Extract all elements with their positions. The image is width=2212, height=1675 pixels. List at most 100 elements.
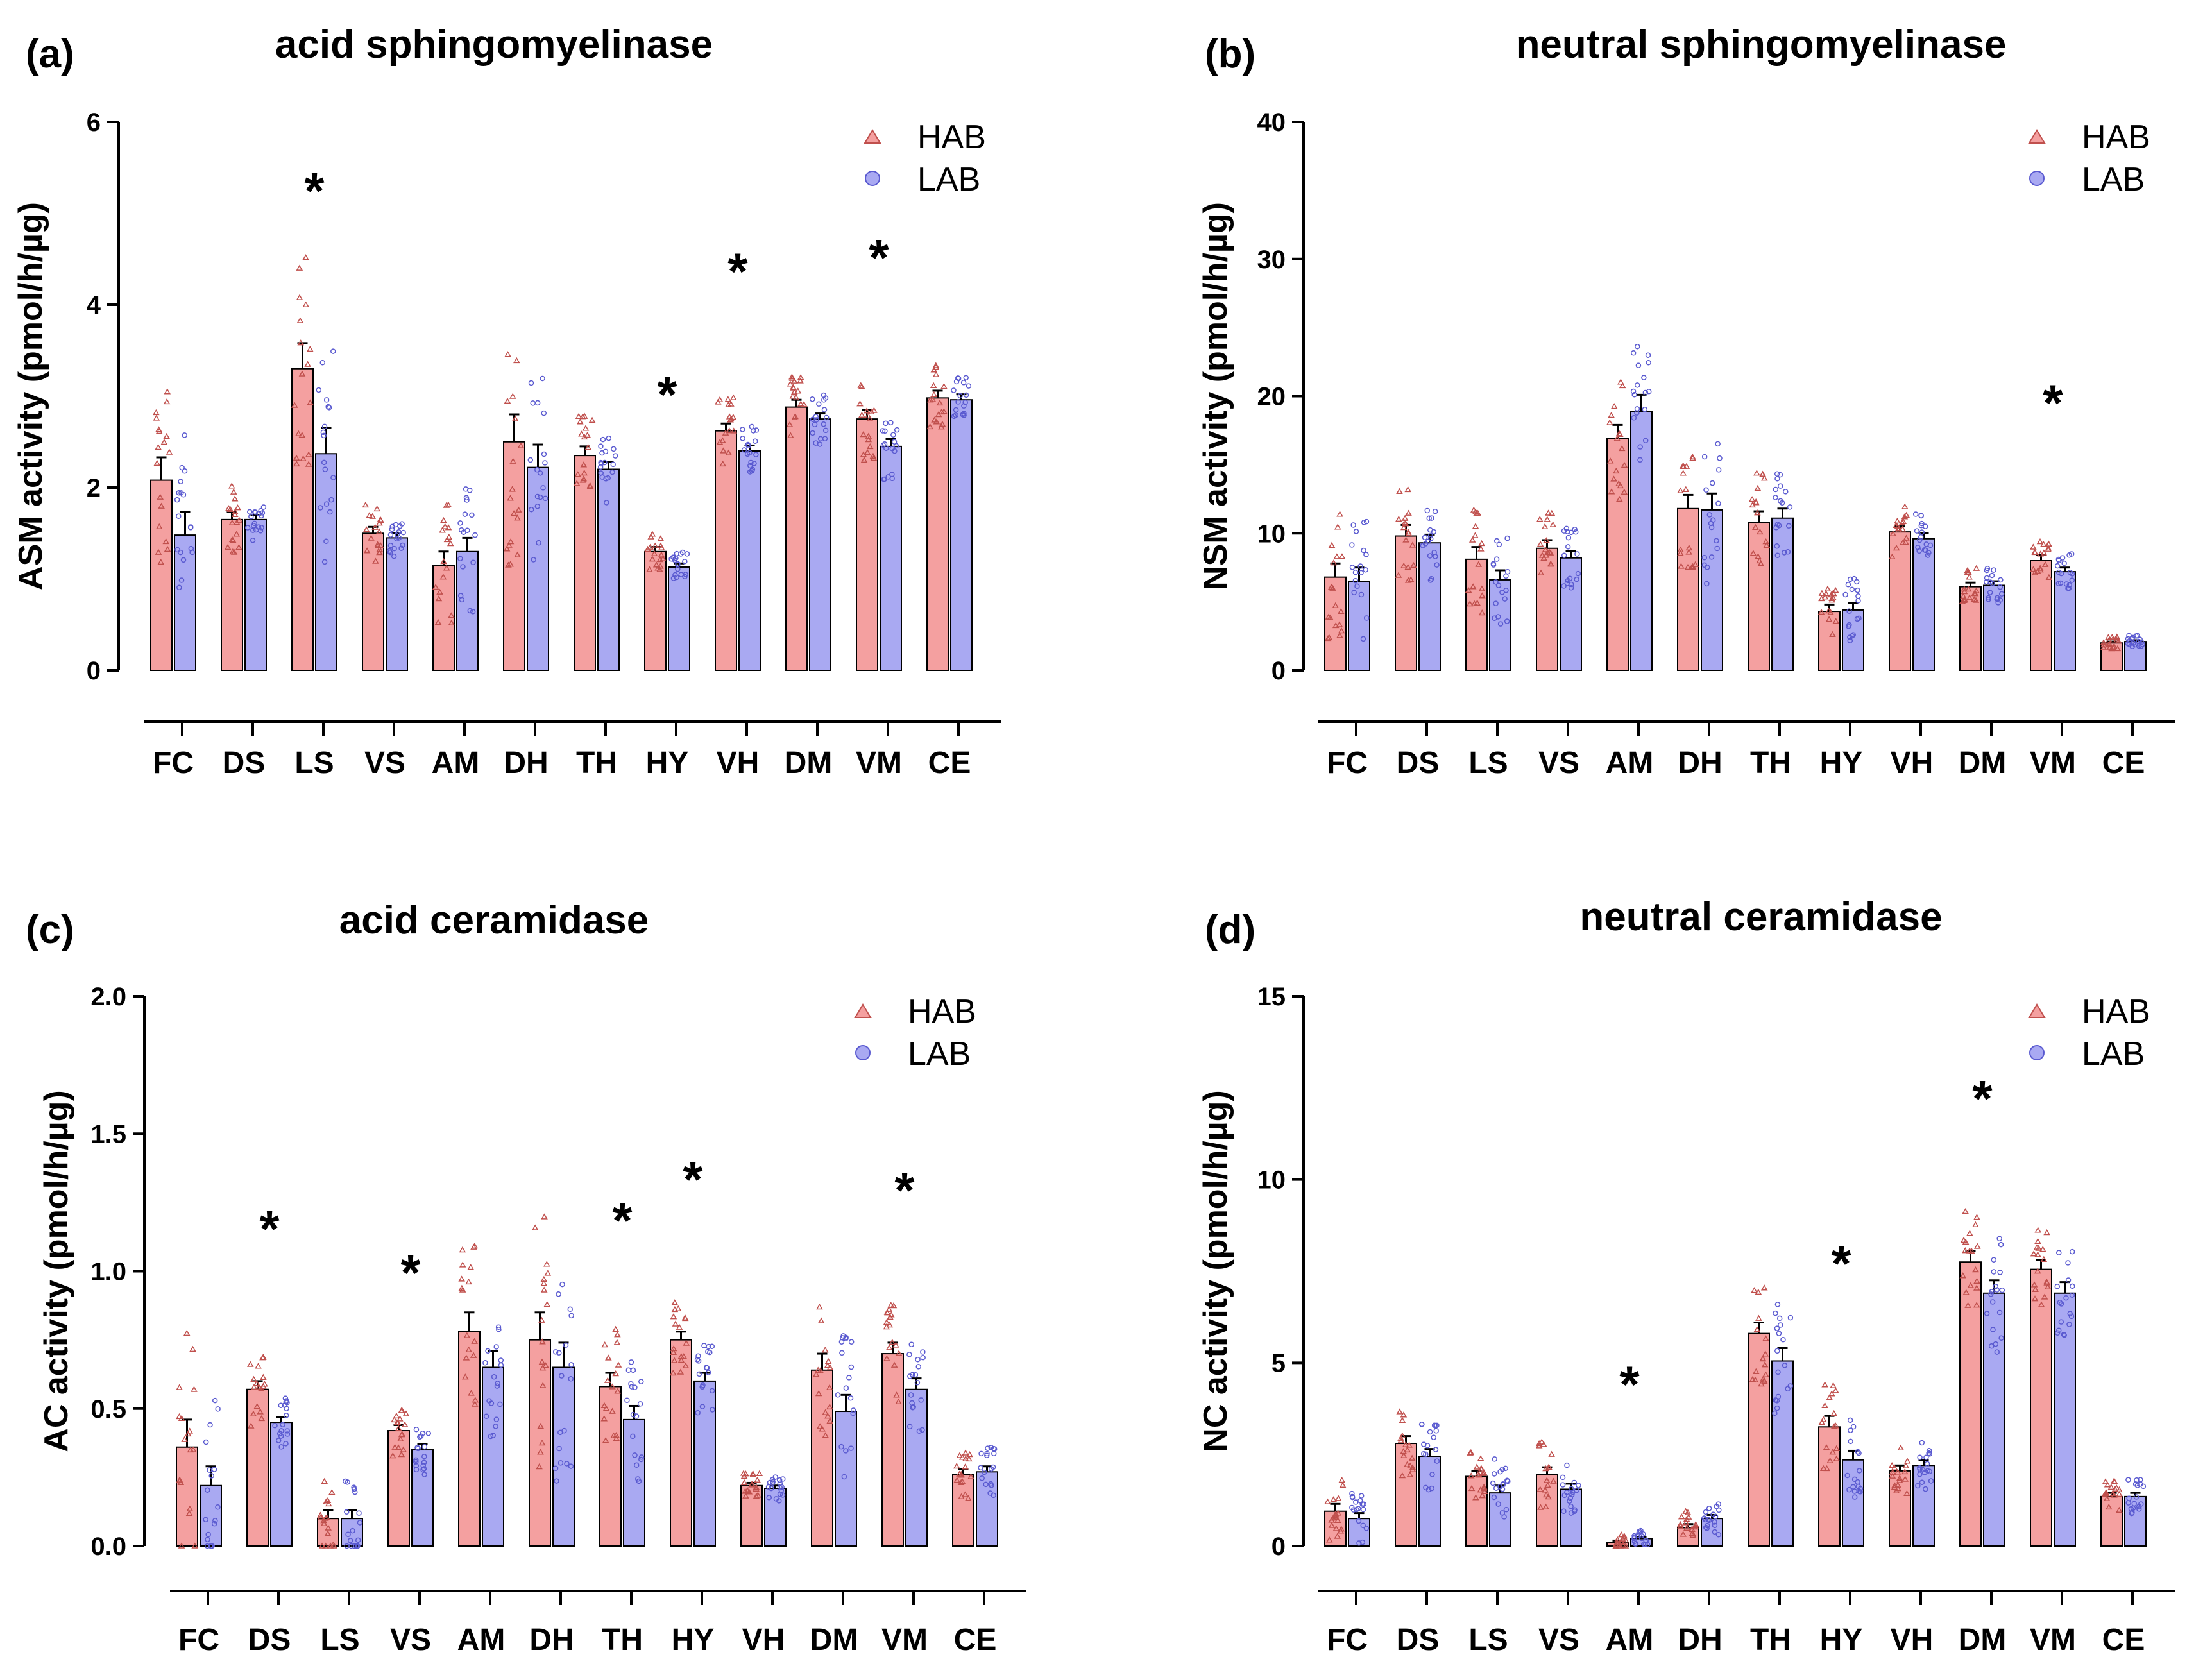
data-point-lab — [843, 1385, 849, 1391]
data-point-lab — [906, 1352, 912, 1357]
data-point-lab — [1631, 391, 1637, 398]
data-point-lab — [421, 1444, 428, 1450]
bar-group-FC: FC — [176, 1329, 222, 1657]
data-point-lab — [283, 1413, 289, 1418]
data-point-lab — [2056, 1250, 2062, 1255]
data-point-lab — [1352, 578, 1359, 584]
data-point-lab — [2054, 1284, 2061, 1289]
data-point-hab — [1753, 1326, 1761, 1332]
y-axis-label: ASM activity (pmol/h/µg) — [12, 202, 49, 590]
data-point-lab — [1503, 573, 1509, 579]
bar-group-VS: VS — [1536, 509, 1582, 780]
data-point-lab — [425, 1430, 432, 1436]
data-point-hab — [932, 362, 940, 368]
data-point-lab — [1423, 1451, 1429, 1458]
data-point-hab — [612, 1370, 619, 1377]
data-point-lab — [251, 509, 258, 515]
data-point-lab — [1997, 584, 2004, 590]
data-point-lab — [1714, 538, 1719, 544]
data-point-hab — [671, 1305, 679, 1313]
data-point-lab — [284, 1398, 289, 1404]
data-point-hab — [1959, 598, 1966, 604]
data-point-hab — [255, 1363, 262, 1369]
data-point-hab — [659, 555, 667, 561]
bar-group-LS: LS — [1465, 1449, 1511, 1657]
data-point-hab — [1544, 516, 1551, 522]
data-point-hab — [725, 449, 733, 455]
data-point-hab — [372, 557, 379, 564]
chart-title: acid ceramidase — [339, 898, 649, 942]
data-point-hab — [857, 382, 865, 388]
bar-hab — [1536, 547, 1558, 672]
data-point-lab — [176, 513, 182, 519]
data-point-hab — [930, 382, 937, 389]
data-point-hab — [814, 1366, 822, 1373]
significance-star: * — [894, 1162, 915, 1219]
data-point-lab — [559, 1373, 565, 1379]
data-point-hab — [1336, 632, 1343, 638]
data-point-lab — [987, 1490, 993, 1496]
x-tick-label: DH — [504, 746, 548, 780]
data-point-hab — [815, 1390, 822, 1397]
bar-hab — [503, 441, 525, 671]
data-point-hab — [247, 1422, 255, 1429]
data-point-hab — [724, 396, 732, 402]
data-point-lab — [1919, 529, 1925, 535]
data-point-hab — [797, 400, 804, 407]
data-point-lab — [2134, 1477, 2140, 1483]
data-point-lab — [1987, 590, 1993, 595]
data-point-hab — [800, 400, 808, 407]
bar-lab — [270, 1422, 293, 1547]
data-point-hab — [926, 423, 933, 430]
data-point-lab — [914, 1379, 921, 1386]
data-point-hab — [377, 516, 384, 522]
data-point-hab — [2034, 1237, 2041, 1244]
data-point-hab — [938, 408, 945, 415]
data-point-hab — [2107, 1483, 2115, 1490]
data-point-hab — [1678, 1513, 1685, 1520]
data-point-lab — [706, 1370, 711, 1375]
data-point-hab — [513, 357, 520, 364]
data-point-hab — [812, 1371, 820, 1377]
data-point-lab — [705, 1348, 711, 1355]
data-point-hab — [1338, 1526, 1345, 1532]
data-point-lab — [678, 572, 684, 577]
data-point-hab — [1547, 549, 1554, 556]
data-point-hab — [1327, 583, 1335, 590]
data-point-lab — [485, 1348, 491, 1354]
data-point-lab — [1635, 362, 1642, 368]
data-point-hab — [542, 1362, 549, 1368]
data-point-hab — [749, 1471, 756, 1477]
data-point-hab — [1894, 517, 1901, 524]
data-point-hab — [2114, 637, 2122, 644]
data-point-hab — [537, 1449, 544, 1455]
data-point-lab — [2126, 1495, 2132, 1501]
data-point-hab — [869, 452, 877, 459]
data-point-hab — [2045, 546, 2052, 552]
data-point-lab — [978, 1465, 983, 1471]
data-point-lab — [527, 457, 534, 463]
data-point-lab — [703, 1365, 710, 1370]
data-point-lab — [1568, 1503, 1574, 1509]
bar-group-HY: HY — [1817, 575, 1864, 780]
data-point-lab — [674, 550, 680, 557]
data-point-lab — [1774, 1398, 1780, 1404]
data-point-hab — [644, 545, 651, 552]
bar-hab — [926, 397, 949, 671]
data-point-lab — [1984, 575, 1990, 581]
data-point-hab — [250, 1384, 258, 1390]
y-axis-label: NC activity (pmol/h/µg) — [1197, 1090, 1234, 1452]
data-point-hab — [1818, 595, 1825, 602]
data-point-hab — [1751, 1376, 1759, 1382]
data-point-lab — [482, 1360, 488, 1366]
data-point-hab — [1833, 1445, 1841, 1452]
data-point-lab — [881, 477, 887, 482]
data-point-hab — [754, 1492, 761, 1498]
data-point-hab — [670, 1313, 677, 1320]
legend-hab-label: HAB — [2082, 119, 2150, 156]
data-point-hab — [258, 1415, 266, 1422]
data-point-lab — [695, 1358, 702, 1364]
data-point-lab — [1916, 537, 1923, 543]
data-point-hab — [613, 1434, 620, 1441]
data-point-hab — [1759, 1355, 1767, 1362]
